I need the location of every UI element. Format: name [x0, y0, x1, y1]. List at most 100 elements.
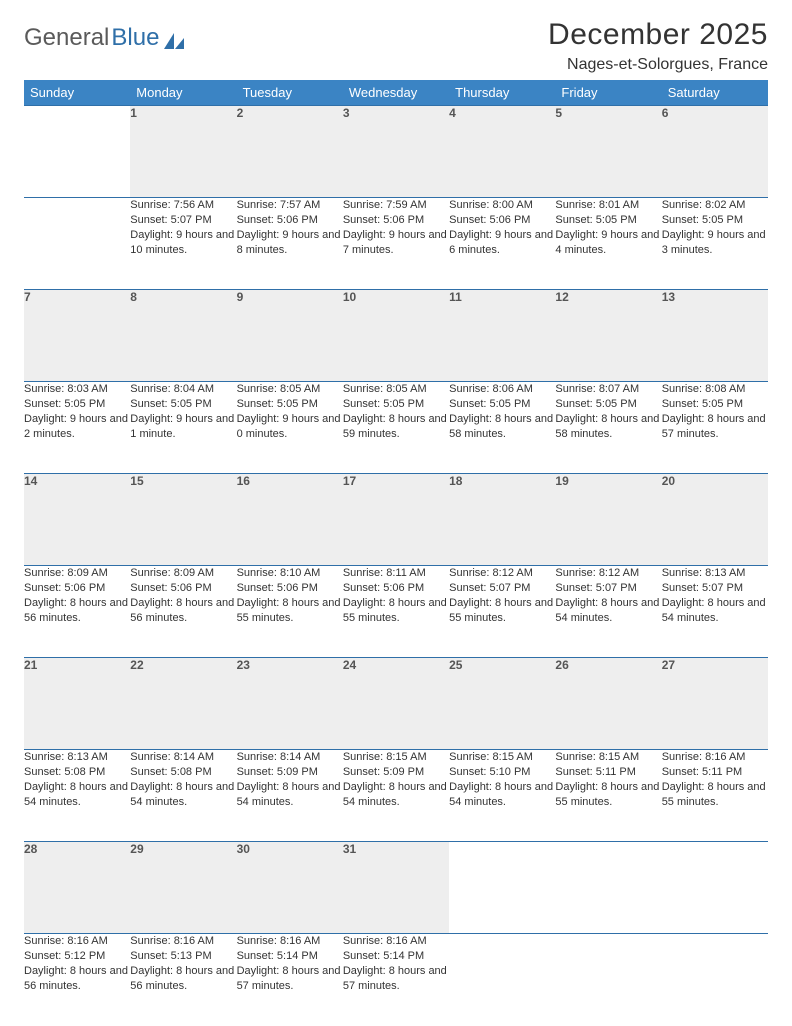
- day-body-cell: Sunrise: 8:16 AMSunset: 5:12 PMDaylight:…: [24, 934, 130, 1026]
- day-number-cell: 1: [130, 106, 236, 198]
- day-body-cell: Sunrise: 8:03 AMSunset: 5:05 PMDaylight:…: [24, 382, 130, 474]
- sunset-line: Sunset: 5:08 PM: [24, 765, 130, 780]
- sunrise-line: Sunrise: 8:06 AM: [449, 382, 555, 397]
- day-number-cell: 30: [237, 842, 343, 934]
- day-body-cell: [555, 934, 661, 1026]
- day-number-cell: [24, 106, 130, 198]
- weekday-header: Friday: [555, 80, 661, 106]
- sunset-line: Sunset: 5:07 PM: [449, 581, 555, 596]
- sunrise-line: Sunrise: 8:16 AM: [662, 750, 768, 765]
- day-number-cell: 11: [449, 290, 555, 382]
- daylight-line: Daylight: 9 hours and 8 minutes.: [237, 228, 343, 258]
- daylight-line: Daylight: 8 hours and 57 minutes.: [343, 964, 449, 994]
- daylight-line: Daylight: 8 hours and 57 minutes.: [662, 412, 768, 442]
- sunset-line: Sunset: 5:06 PM: [237, 213, 343, 228]
- sunrise-line: Sunrise: 8:13 AM: [24, 750, 130, 765]
- daylight-line: Daylight: 8 hours and 54 minutes.: [237, 780, 343, 810]
- sunset-line: Sunset: 5:05 PM: [130, 397, 236, 412]
- sunset-line: Sunset: 5:05 PM: [662, 213, 768, 228]
- sunset-line: Sunset: 5:06 PM: [449, 213, 555, 228]
- sunrise-line: Sunrise: 8:15 AM: [449, 750, 555, 765]
- day-number-cell: 4: [449, 106, 555, 198]
- sunrise-line: Sunrise: 8:16 AM: [343, 934, 449, 949]
- sunset-line: Sunset: 5:06 PM: [24, 581, 130, 596]
- daylight-line: Daylight: 8 hours and 54 minutes.: [343, 780, 449, 810]
- sunset-line: Sunset: 5:05 PM: [555, 213, 661, 228]
- daylight-line: Daylight: 8 hours and 55 minutes.: [449, 596, 555, 626]
- day-number-cell: 16: [237, 474, 343, 566]
- day-number-cell: 31: [343, 842, 449, 934]
- day-number-cell: 7: [24, 290, 130, 382]
- day-body-cell: Sunrise: 8:16 AMSunset: 5:11 PMDaylight:…: [662, 750, 768, 842]
- daylight-line: Daylight: 8 hours and 56 minutes.: [130, 596, 236, 626]
- daylight-line: Daylight: 8 hours and 56 minutes.: [130, 964, 236, 994]
- sunset-line: Sunset: 5:14 PM: [237, 949, 343, 964]
- day-body-cell: Sunrise: 7:59 AMSunset: 5:06 PMDaylight:…: [343, 198, 449, 290]
- sunset-line: Sunset: 5:05 PM: [237, 397, 343, 412]
- daylight-line: Daylight: 9 hours and 1 minute.: [130, 412, 236, 442]
- daylight-line: Daylight: 8 hours and 58 minutes.: [449, 412, 555, 442]
- weekday-header: Saturday: [662, 80, 768, 106]
- daylight-line: Daylight: 8 hours and 55 minutes.: [662, 780, 768, 810]
- sunrise-line: Sunrise: 8:12 AM: [449, 566, 555, 581]
- daylight-line: Daylight: 8 hours and 57 minutes.: [237, 964, 343, 994]
- sunrise-line: Sunrise: 8:05 AM: [343, 382, 449, 397]
- sunset-line: Sunset: 5:11 PM: [555, 765, 661, 780]
- day-number-cell: [449, 842, 555, 934]
- sunrise-line: Sunrise: 8:16 AM: [24, 934, 130, 949]
- weekday-header: Monday: [130, 80, 236, 106]
- sunrise-line: Sunrise: 8:04 AM: [130, 382, 236, 397]
- day-body-cell: Sunrise: 8:14 AMSunset: 5:09 PMDaylight:…: [237, 750, 343, 842]
- daylight-line: Daylight: 9 hours and 3 minutes.: [662, 228, 768, 258]
- sunrise-line: Sunrise: 8:07 AM: [555, 382, 661, 397]
- daylight-line: Daylight: 8 hours and 54 minutes.: [449, 780, 555, 810]
- day-body-cell: Sunrise: 8:14 AMSunset: 5:08 PMDaylight:…: [130, 750, 236, 842]
- sunrise-line: Sunrise: 8:11 AM: [343, 566, 449, 581]
- sunset-line: Sunset: 5:06 PM: [130, 581, 236, 596]
- daylight-line: Daylight: 8 hours and 54 minutes.: [662, 596, 768, 626]
- daylight-line: Daylight: 8 hours and 56 minutes.: [24, 964, 130, 994]
- day-body-cell: Sunrise: 8:15 AMSunset: 5:10 PMDaylight:…: [449, 750, 555, 842]
- sunset-line: Sunset: 5:08 PM: [130, 765, 236, 780]
- daylight-line: Daylight: 8 hours and 55 minutes.: [555, 780, 661, 810]
- day-body-cell: Sunrise: 8:08 AMSunset: 5:05 PMDaylight:…: [662, 382, 768, 474]
- day-body-cell: Sunrise: 8:16 AMSunset: 5:14 PMDaylight:…: [237, 934, 343, 1026]
- sunset-line: Sunset: 5:13 PM: [130, 949, 236, 964]
- day-body-cell: Sunrise: 8:06 AMSunset: 5:05 PMDaylight:…: [449, 382, 555, 474]
- day-body-cell: Sunrise: 8:02 AMSunset: 5:05 PMDaylight:…: [662, 198, 768, 290]
- day-body-cell: Sunrise: 8:05 AMSunset: 5:05 PMDaylight:…: [343, 382, 449, 474]
- sunrise-line: Sunrise: 8:05 AM: [237, 382, 343, 397]
- day-number-cell: 24: [343, 658, 449, 750]
- month-title: December 2025: [548, 18, 768, 52]
- sunset-line: Sunset: 5:07 PM: [555, 581, 661, 596]
- weekday-header: Wednesday: [343, 80, 449, 106]
- daylight-line: Daylight: 9 hours and 0 minutes.: [237, 412, 343, 442]
- weekday-header: Thursday: [449, 80, 555, 106]
- day-number-cell: 17: [343, 474, 449, 566]
- sunset-line: Sunset: 5:05 PM: [24, 397, 130, 412]
- sunrise-line: Sunrise: 8:00 AM: [449, 198, 555, 213]
- sunset-line: Sunset: 5:12 PM: [24, 949, 130, 964]
- logo-text-2: Blue: [111, 24, 159, 52]
- day-number-cell: 29: [130, 842, 236, 934]
- day-number-cell: 12: [555, 290, 661, 382]
- daylight-line: Daylight: 8 hours and 55 minutes.: [343, 596, 449, 626]
- day-body-cell: Sunrise: 8:15 AMSunset: 5:11 PMDaylight:…: [555, 750, 661, 842]
- sunrise-line: Sunrise: 8:16 AM: [130, 934, 236, 949]
- day-body-cell: Sunrise: 8:16 AMSunset: 5:13 PMDaylight:…: [130, 934, 236, 1026]
- sunset-line: Sunset: 5:06 PM: [237, 581, 343, 596]
- location: Nages-et-Solorgues, France: [548, 56, 768, 74]
- sunset-line: Sunset: 5:10 PM: [449, 765, 555, 780]
- sunset-line: Sunset: 5:09 PM: [343, 765, 449, 780]
- day-body-cell: Sunrise: 8:04 AMSunset: 5:05 PMDaylight:…: [130, 382, 236, 474]
- sunrise-line: Sunrise: 8:09 AM: [24, 566, 130, 581]
- sunset-line: Sunset: 5:05 PM: [555, 397, 661, 412]
- day-number-cell: 14: [24, 474, 130, 566]
- daylight-line: Daylight: 8 hours and 54 minutes.: [130, 780, 236, 810]
- sunset-line: Sunset: 5:07 PM: [130, 213, 236, 228]
- sunrise-line: Sunrise: 8:14 AM: [237, 750, 343, 765]
- day-number-cell: 18: [449, 474, 555, 566]
- logo-sail-icon: [163, 29, 185, 47]
- daylight-line: Daylight: 8 hours and 56 minutes.: [24, 596, 130, 626]
- sunrise-line: Sunrise: 7:59 AM: [343, 198, 449, 213]
